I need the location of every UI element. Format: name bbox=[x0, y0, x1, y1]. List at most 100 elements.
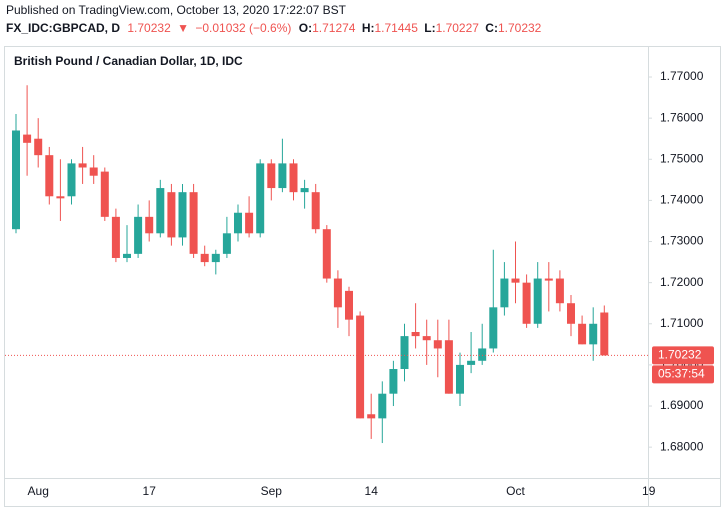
body bbox=[45, 155, 54, 197]
last: 1.70232 bbox=[127, 21, 171, 35]
candle bbox=[511, 241, 520, 304]
body bbox=[78, 163, 87, 168]
candle bbox=[222, 216, 231, 258]
candle bbox=[456, 352, 464, 407]
ohlc-value: 1.71445 bbox=[375, 21, 419, 35]
body bbox=[245, 212, 254, 234]
candle bbox=[156, 179, 165, 238]
countdown-box bbox=[652, 365, 714, 384]
body bbox=[134, 216, 143, 254]
candle bbox=[256, 159, 265, 238]
body bbox=[145, 216, 154, 234]
candle bbox=[12, 114, 20, 234]
y-tick-label: 1.69000 bbox=[660, 398, 704, 412]
change: −0.01032 (−0.6%) bbox=[195, 21, 291, 35]
candle bbox=[267, 159, 276, 201]
candle bbox=[78, 146, 87, 184]
arrow: ▼ bbox=[177, 21, 189, 35]
body bbox=[589, 323, 598, 345]
body bbox=[12, 130, 20, 230]
candle bbox=[67, 159, 76, 205]
candle bbox=[45, 146, 54, 205]
last-price-box bbox=[652, 346, 714, 365]
candle bbox=[578, 315, 587, 345]
y-tick-label: 1.74000 bbox=[660, 193, 704, 207]
body bbox=[555, 278, 564, 304]
candle bbox=[522, 274, 531, 328]
x-tick-label: Aug bbox=[28, 484, 49, 498]
body bbox=[378, 393, 387, 419]
body bbox=[478, 348, 487, 361]
body bbox=[389, 369, 398, 394]
candle bbox=[167, 183, 176, 246]
body bbox=[600, 312, 609, 356]
candle bbox=[289, 159, 298, 201]
body bbox=[222, 233, 231, 254]
ohlc-value: 1.71274 bbox=[312, 21, 356, 35]
candle bbox=[422, 319, 431, 365]
candle bbox=[433, 319, 442, 378]
body bbox=[234, 212, 242, 234]
body bbox=[567, 303, 575, 324]
y-tick-label: 1.77000 bbox=[660, 69, 704, 83]
body bbox=[278, 163, 287, 189]
candle bbox=[89, 155, 98, 184]
ohlc-value: 1.70232 bbox=[498, 21, 542, 35]
body bbox=[256, 163, 265, 234]
candle bbox=[367, 393, 376, 439]
candle bbox=[178, 183, 187, 246]
x-tick-label: 19 bbox=[642, 484, 656, 498]
body bbox=[422, 336, 431, 341]
candle bbox=[345, 286, 353, 337]
candle bbox=[145, 200, 154, 242]
candle bbox=[300, 179, 309, 209]
body bbox=[156, 188, 165, 234]
candle bbox=[245, 196, 254, 238]
y-tick-label: 1.72000 bbox=[660, 275, 704, 289]
candle bbox=[311, 183, 320, 234]
candle bbox=[378, 381, 387, 444]
candle bbox=[489, 249, 498, 353]
body bbox=[367, 414, 376, 419]
legend-line: FX_IDC:GBPCAD, D 1.70232 ▼ −0.01032 (−0.… bbox=[6, 21, 542, 35]
body bbox=[189, 192, 198, 254]
candle bbox=[134, 204, 143, 258]
candle bbox=[100, 167, 109, 221]
body bbox=[111, 216, 120, 258]
body bbox=[211, 253, 220, 263]
candle bbox=[500, 262, 509, 316]
x-tick-label: 14 bbox=[365, 484, 379, 498]
candle bbox=[600, 305, 609, 356]
body bbox=[34, 138, 43, 156]
candle bbox=[544, 262, 553, 312]
candle bbox=[478, 323, 487, 365]
last-price-label: 1.70232 bbox=[658, 348, 702, 362]
body bbox=[289, 163, 298, 193]
candle bbox=[411, 303, 420, 349]
body bbox=[456, 364, 464, 394]
candle bbox=[533, 262, 542, 328]
body bbox=[467, 360, 476, 365]
body bbox=[267, 163, 276, 189]
body bbox=[400, 336, 409, 370]
body bbox=[311, 192, 320, 230]
body bbox=[67, 163, 76, 197]
body bbox=[345, 290, 353, 320]
published: Published on TradingView.com, October 13… bbox=[6, 3, 347, 17]
body bbox=[533, 278, 542, 324]
candle bbox=[234, 204, 242, 242]
body bbox=[23, 134, 32, 143]
candle bbox=[444, 319, 453, 394]
y-tick-label: 1.76000 bbox=[660, 110, 704, 124]
body bbox=[89, 167, 98, 176]
candle bbox=[555, 270, 564, 312]
candle bbox=[333, 270, 342, 328]
body bbox=[178, 192, 187, 238]
body bbox=[100, 171, 109, 217]
body bbox=[511, 278, 520, 283]
body bbox=[167, 192, 176, 238]
y-tick-label: 1.73000 bbox=[660, 234, 704, 248]
candle bbox=[467, 332, 476, 374]
body bbox=[123, 253, 131, 258]
